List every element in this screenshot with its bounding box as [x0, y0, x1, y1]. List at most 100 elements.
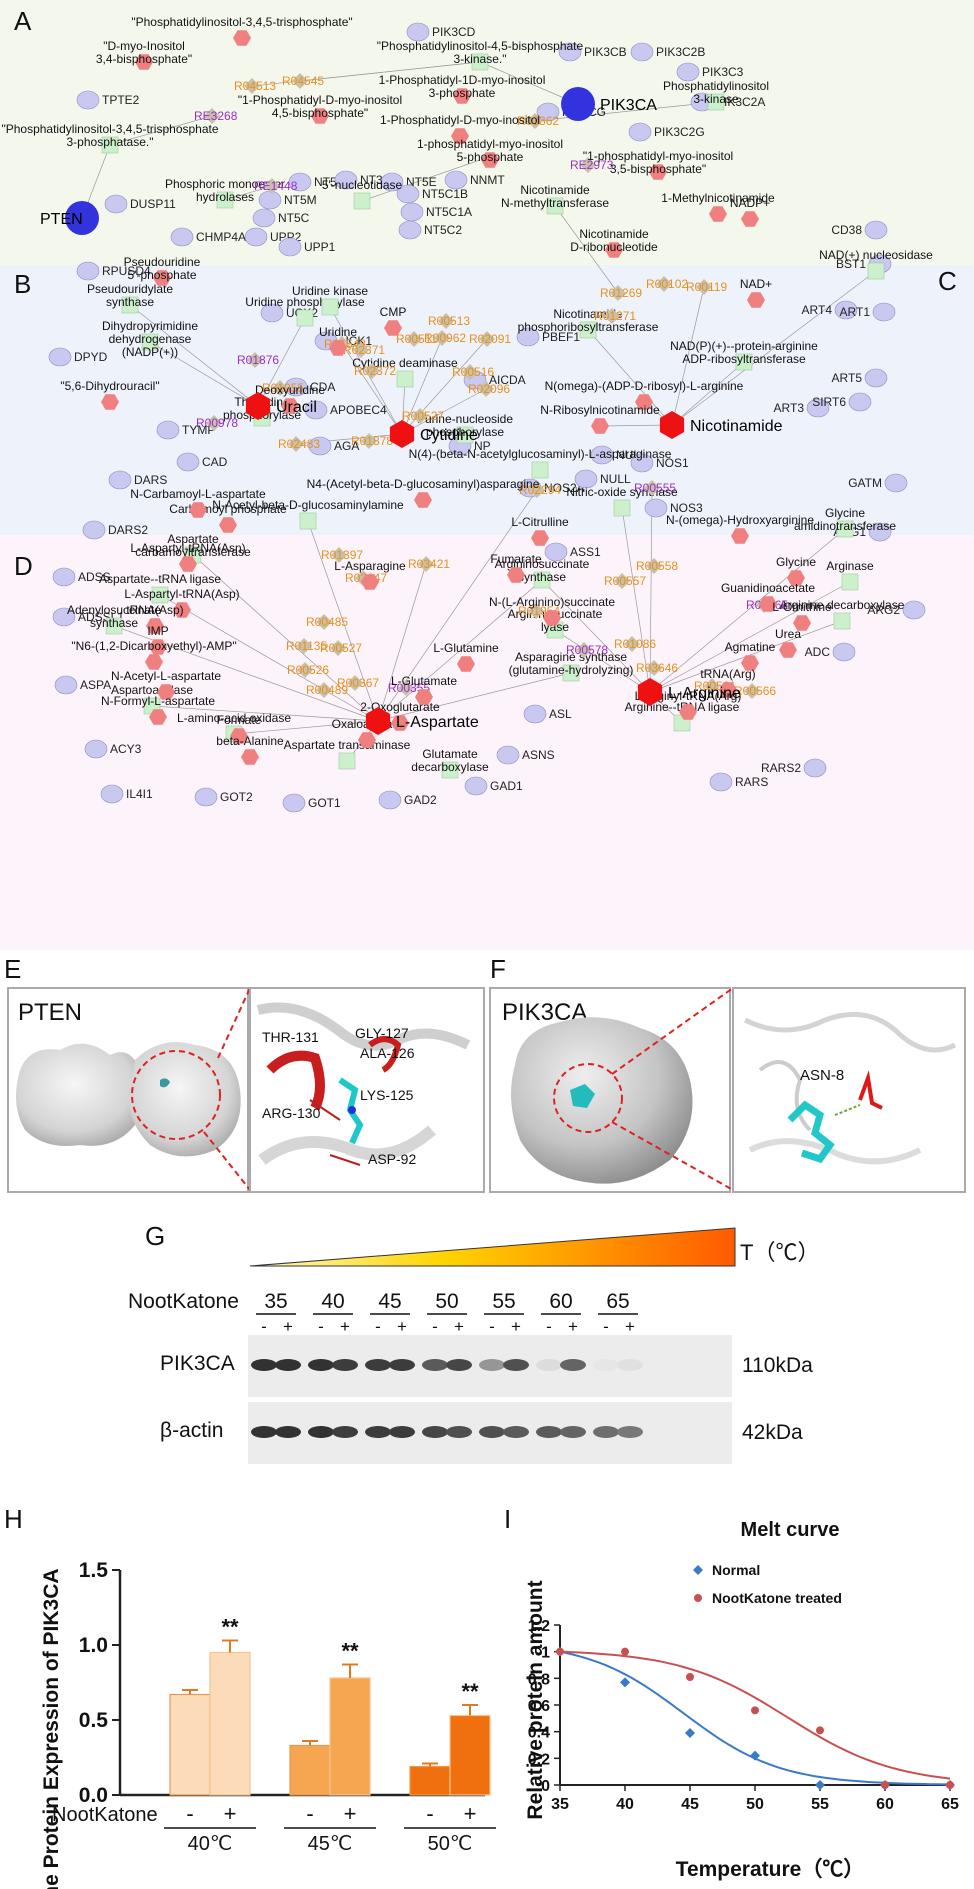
gene-label: NOS3: [670, 501, 703, 515]
gene-label: GAD2: [404, 793, 437, 807]
reaction-node: RE3268: [194, 108, 238, 124]
pik3ca-binding-site-view: ASN-8: [732, 987, 966, 1193]
gene-node: DARS2: [82, 520, 148, 540]
reaction-label: R01271: [594, 309, 636, 323]
hub-label: Nicotinamide: [690, 418, 783, 435]
reaction-label: R00513: [428, 314, 470, 328]
reaction-node: R00555: [634, 480, 676, 496]
enzyme-node: Nicotinamide N-methyltransferase: [501, 183, 609, 215]
metabolite-node: 1-Methylnicotinamide: [661, 191, 775, 222]
western-blot-panel: G T（℃） NootKatone 35- +40- +45- +50- +55- +60…: [128, 1221, 819, 1464]
reaction-node: R00526: [287, 662, 329, 678]
gene-node: NT5C: [252, 208, 310, 228]
metabolite-label: "1-phosphatidyl-myo-inositol 3,5-bisphosp…: [583, 149, 733, 176]
gene-node: DPYD: [48, 347, 108, 367]
pten-residue-label: LYS-125: [360, 1087, 414, 1103]
melt-x-label: Temperature（℃）: [676, 1857, 865, 1881]
enzyme-label: Arginine decarboxylase: [780, 598, 905, 612]
blot-temp-label: 50: [435, 1290, 458, 1313]
reaction-label: R02483: [278, 437, 320, 451]
hub-label: PIK3CA: [600, 97, 657, 114]
melt-legend-label: NootKatone treated: [712, 1590, 842, 1606]
hub-label: Cytidine: [420, 427, 478, 444]
bar-y-tick-label: 0.0: [79, 1784, 108, 1807]
gene-label: NT3: [360, 173, 383, 187]
gene-label: BST1: [836, 257, 866, 271]
metabolite-label: NAD+: [740, 277, 772, 291]
blot-band: [422, 1426, 448, 1438]
gene-node: NT5C2: [398, 220, 462, 240]
metabolite-node: L-Arginyl-tRNA(Arg): [635, 689, 741, 720]
bar-treatment-sign: -: [426, 1801, 433, 1826]
reaction-label: R00557: [604, 574, 646, 588]
blot-band: [479, 1359, 505, 1371]
reaction-node: R03646: [636, 660, 678, 676]
pathway-network: PIK3CD PIK3CB PIK3C2B PIK3C3 PIK3C2A PIK3C2G P…: [0, 0, 974, 950]
gene-label: DARS2: [108, 523, 148, 537]
gene-label: RPUSD4: [102, 264, 151, 278]
enzyme-label: Dihydropyrimidine dehydrogenase (NADP(+)): [102, 319, 198, 359]
enzyme-label: Pseudouridylate synthase: [87, 282, 173, 309]
enzyme-label: Uridine kinase: [292, 284, 368, 298]
melt-y-label: Relative protein amount: [524, 1580, 547, 1819]
bar: [409, 1765, 451, 1796]
blot-temp-label: 55: [492, 1290, 515, 1313]
gene-node: ARG2: [867, 600, 926, 620]
gene-label: GOT1: [308, 796, 341, 810]
metabolite-node: N-Formyl-L-aspartate: [101, 694, 215, 725]
reaction-node: RE1448: [254, 178, 298, 194]
blot-band: [275, 1426, 301, 1438]
gene-label: PIK3C2A: [716, 95, 765, 109]
metabolite-node: Glycine: [776, 555, 816, 586]
enzyme-node: Nicotinamide phosphoribosyltransferase: [518, 307, 659, 339]
metabolite-node: tRNA(Asp): [126, 603, 184, 634]
enzyme-label: NAD(+) nucleosidase: [819, 248, 933, 262]
melt-x-tick-label: 55: [811, 1796, 829, 1813]
reaction-label: R01397: [321, 548, 363, 562]
gene-node: PIK3C2G: [628, 122, 705, 142]
enzyme-label: Asparagine synthase (glutamine-hydrolyzin…: [509, 650, 634, 677]
reaction-label: R00526: [287, 663, 329, 677]
metabolite-label: L-Asparagine: [334, 559, 406, 573]
reaction-node: R01269: [600, 285, 642, 301]
reaction-node: R02371: [343, 342, 385, 358]
gene-label: NULL: [600, 472, 631, 486]
blot-band: [446, 1359, 472, 1371]
gene-node: PIK3C2A: [690, 92, 765, 112]
bar-y-label: The Protein Expression of PIK3CA: [40, 1568, 63, 1889]
blot-temp-label: 60: [549, 1290, 572, 1313]
blot-row-label: β-actin: [160, 1419, 223, 1442]
enzyme-node: "Phosphatidylinositol-4,5-bisphosphate 3-…: [377, 39, 584, 71]
enzyme-node: "Phosphatidylinositol-3,4,5-trisphosphat…: [1, 122, 219, 154]
metabolite-label: 1-Phosphatidyl-D-myo-inositol: [380, 113, 540, 127]
metabolite-label: N4-(Acetyl-beta-D-glucosaminyl)asparagin…: [307, 477, 540, 491]
docking-panels: E F PTEN THR-131 GLY-127 ALA-126 LYS-125 ARG…: [4, 954, 966, 1193]
gene-node: ART4: [802, 300, 858, 320]
hub-node-pik3ca: PIK3CA: [561, 87, 657, 121]
panel-letter-D: D: [14, 551, 33, 581]
metabolite-label: N(omega)-(ADP-D-ribosyl)-L-arginine: [545, 379, 744, 393]
reaction-label: R00555: [634, 481, 676, 495]
pik3ca-residue-label: ASN-8: [800, 1067, 844, 1084]
gene-label: CHMP4A: [196, 230, 246, 244]
metabolite-node: N-Ribosylnicotinamide: [540, 403, 660, 434]
enzyme-node: Phosphatidylinositol 3-kinase: [663, 79, 769, 111]
bar-chart-panel: H The Protein Expression of PIK3CA 0.00.…: [4, 1504, 496, 1889]
metabolite-label: Fumarate: [490, 552, 542, 566]
bar-treatment-sign: +: [224, 1801, 237, 1826]
enzyme-label: Phosphatidylinositol 3-kinase: [663, 79, 769, 106]
enzyme-node: Aspartate--tRNA ligase: [99, 572, 221, 604]
bar-significance: **: [221, 1615, 239, 1640]
enzyme-label: Nicotinamide N-methyltransferase: [501, 183, 609, 210]
metabolite-label: "Phosphatidylinositol-3,4,5-trisphosphat…: [131, 15, 352, 29]
metabolite-node: Uridine: [319, 325, 357, 356]
melt-y-tick-label: 0.2: [528, 1751, 550, 1768]
reaction-node: R02096: [468, 381, 510, 397]
metabolite-node: Guanidinoacetate: [721, 581, 815, 612]
gene-node: NNMT: [444, 170, 505, 190]
treatment-label: NootKatone: [128, 1290, 239, 1313]
metabolite-label: Glycine: [776, 555, 816, 569]
melt-point-normal: [620, 1677, 630, 1688]
blot-band: [593, 1426, 619, 1438]
gene-node: CHMP4A: [170, 227, 246, 247]
